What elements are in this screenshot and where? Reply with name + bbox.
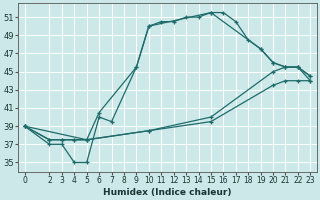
X-axis label: Humidex (Indice chaleur): Humidex (Indice chaleur)	[103, 188, 232, 197]
